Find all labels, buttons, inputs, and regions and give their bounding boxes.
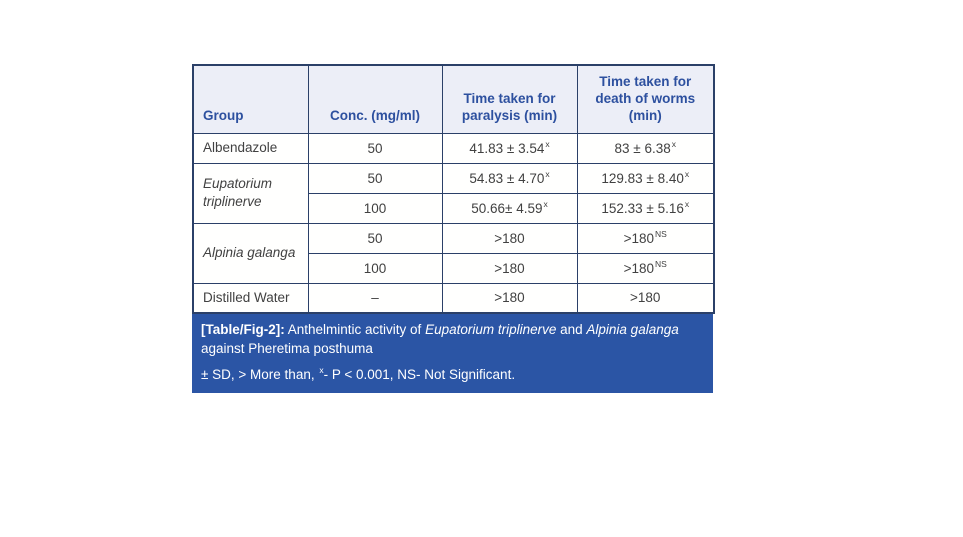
table-row-distilled-water: Distilled Water – >180 >180 [192,282,715,314]
conc-cell: 100 [307,192,443,224]
conc-cell: – [307,282,443,314]
table-header: Group Conc. (mg/ml) Time taken for paral… [192,64,715,134]
death-value: >180 [623,230,655,246]
table-row-eupatorium-100: 100 50.66± 4.59x 152.33 ± 5.16x [193,192,715,224]
death-cell: 129.83 ± 8.40x [576,162,715,194]
death-cell: >180NS [576,252,715,284]
header-concentration: Conc. (mg/ml) [307,64,443,134]
death-value: >180 [623,260,655,276]
paralysis-value: 41.83 ± 3.54 [469,140,545,156]
table-figure: Group Conc. (mg/ml) Time taken for paral… [192,64,715,394]
caption-part: against Pheretima posthuma [201,341,373,357]
header-row: Group Conc. (mg/ml) Time taken for paral… [192,64,715,134]
caption-footnote: ± SD, > More than, x- P < 0.001, NS- Not… [201,365,704,384]
caption-part: and [556,322,587,337]
death-value: 152.33 ± 5.16 [601,200,684,216]
table-caption: [Table/Fig-2]: Anthelmintic activity of … [192,314,713,394]
not-significant-superscript: NS [655,259,667,269]
group-cell: Distilled Water [192,282,309,314]
paralysis-value: 54.83 ± 4.70 [469,170,545,186]
significance-superscript: x [545,139,550,149]
header-death-time: Time taken for death of worms (min) [576,64,715,134]
header-paralysis-time: Time taken for paralysis (min) [441,64,578,134]
significance-superscript: x [671,139,676,149]
paralysis-value: 50.66± 4.59 [471,200,543,216]
caption-part: Anthelmintic activity of [284,322,426,337]
header-group: Group [192,64,309,134]
paralysis-cell: >180 [441,252,578,284]
death-value: 83 ± 6.38 [614,140,671,156]
footnote-part: - P < 0.001, NS- Not Significant. [323,366,516,382]
significance-superscript: x [543,199,548,209]
death-cell: >180NS [576,222,715,254]
anthelmintic-activity-table: Group Conc. (mg/ml) Time taken for paral… [192,64,715,314]
significance-superscript: x [684,169,690,179]
group-cell: Albendazole [192,132,309,164]
conc-cell: 50 [307,162,443,194]
paralysis-cell: 54.83 ± 4.70x [441,162,578,194]
footnote-part: ± SD, > More than, [201,366,319,382]
paralysis-cell: 50.66± 4.59x [441,192,578,224]
footnote-superscript-x: x [319,365,324,376]
group-cell: Eupatorium triplinerve [192,162,309,224]
significance-superscript: x [684,199,690,209]
conc-cell: 50 [307,132,443,164]
conc-cell: 50 [307,222,443,254]
death-value: 129.83 ± 8.40 [601,170,684,186]
death-cell: 83 ± 6.38x [576,132,715,164]
significance-superscript: x [545,169,550,179]
caption-text: [Table/Fig-2]: Anthelmintic activity of … [201,320,704,359]
not-significant-superscript: NS [655,229,667,239]
caption-species-2: Alpinia galanga [586,322,679,337]
paralysis-cell: >180 [441,282,578,314]
table-row-alpinia-50: Alpinia galanga 50 >180 >180NS [192,222,715,284]
group-cell: Alpinia galanga [192,222,309,284]
table-body: Albendazole 50 41.83 ± 3.54x 83 ± 6.38x … [192,132,715,314]
caption-species-1: Eupatorium triplinerve [425,322,557,337]
paralysis-cell: >180 [441,222,578,254]
table-row-albendazole: Albendazole 50 41.83 ± 3.54x 83 ± 6.38x [192,132,715,164]
death-cell: >180 [576,282,715,314]
death-cell: 152.33 ± 5.16x [576,192,715,224]
conc-cell: 100 [307,252,443,284]
caption-label: [Table/Fig-2]: [201,322,285,337]
paralysis-cell: 41.83 ± 3.54x [441,132,578,164]
table-row-eupatorium-50: Eupatorium triplinerve 50 54.83 ± 4.70x … [192,162,715,224]
table-row-alpinia-100: 100 >180 >180NS [193,252,715,284]
